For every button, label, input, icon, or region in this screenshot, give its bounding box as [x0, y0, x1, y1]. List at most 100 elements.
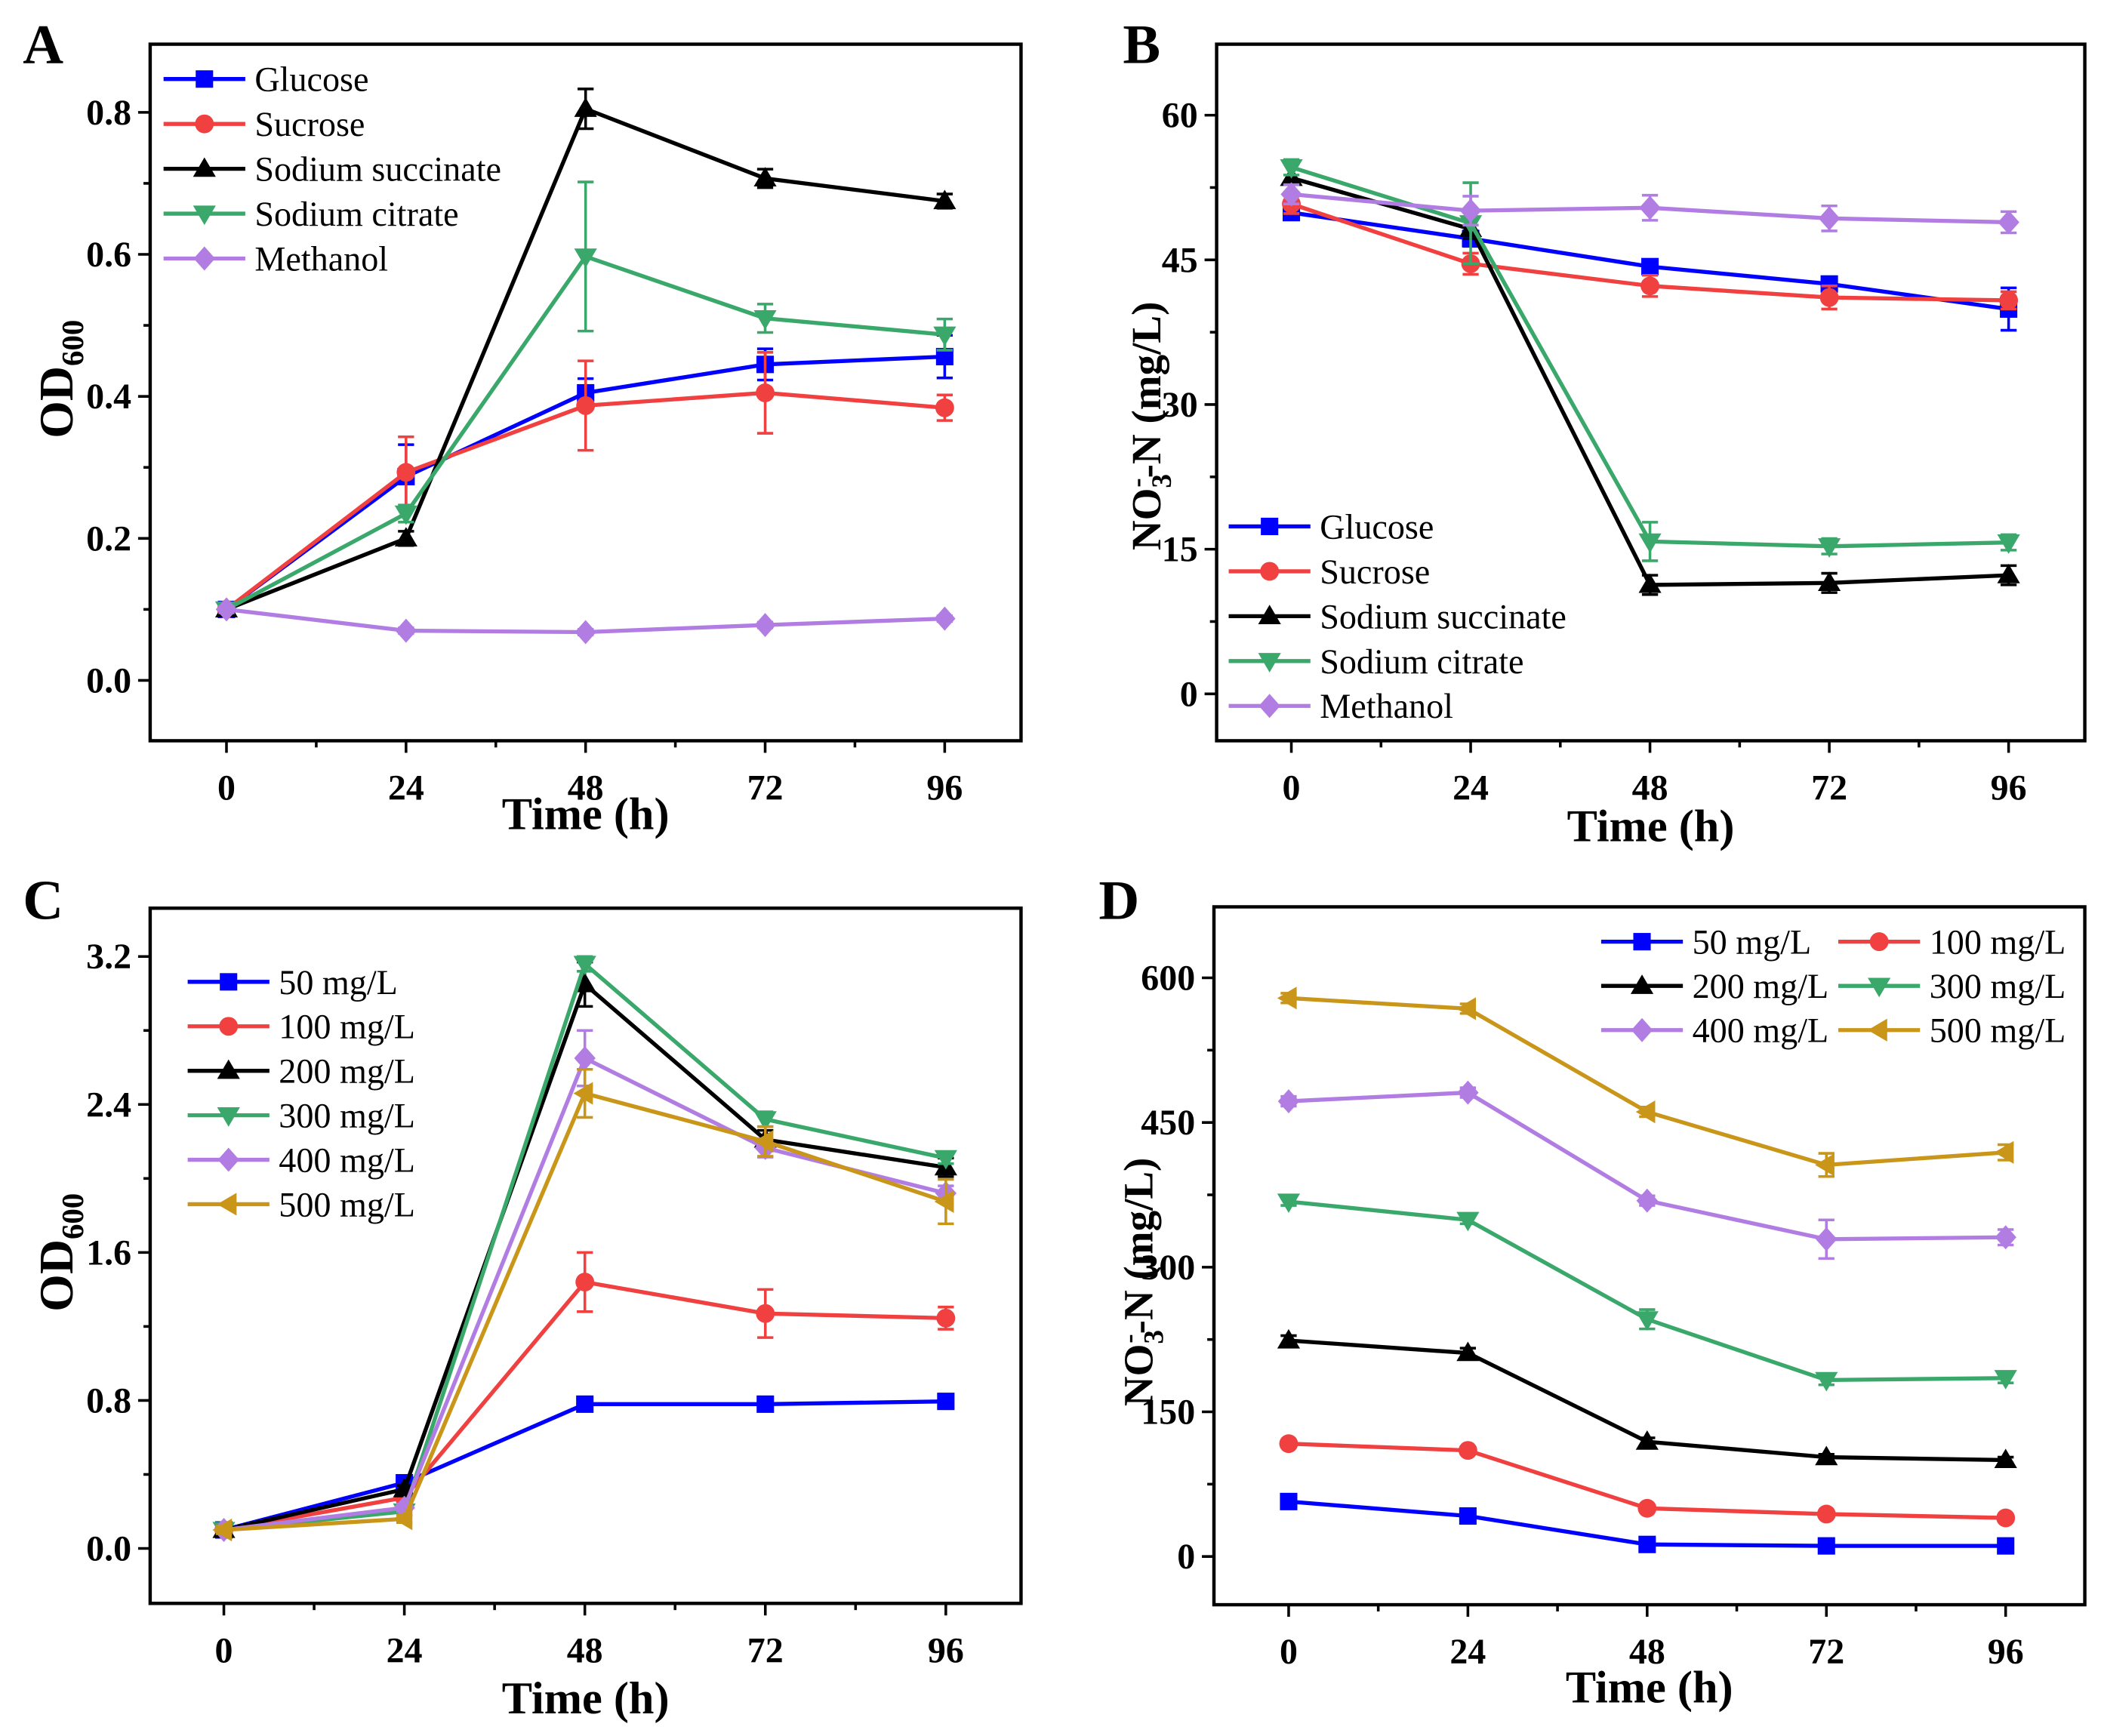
legend-entry-100-mg-l: 100 mg/L [187, 1008, 415, 1046]
legend-label: 100 mg/L [279, 1008, 415, 1046]
data-point-sucrose-24 [396, 463, 416, 482]
y-axis-title: OD600 [29, 1193, 90, 1312]
legend: 50 mg/L 100 mg/L 200 mg/L 300 mg/L 400 mg/L 5… [187, 963, 415, 1224]
legend-entry-400-mg-l: 400 mg/L [187, 1141, 415, 1180]
legend-label: 100 mg/L [1930, 923, 2066, 962]
data-point-glucose-48 [1641, 257, 1659, 275]
legend-marker-sodium-succinate [193, 157, 216, 177]
x-axis-title: Time (h) [502, 790, 670, 840]
data-point-glucose-96 [935, 347, 953, 366]
legend-entry-50-mg-l: 50 mg/L [1600, 923, 1812, 962]
legend-label: Glucose [1320, 507, 1434, 546]
y-tick-label: 0.0 [86, 1528, 131, 1568]
x-tick-label: 72 [747, 1630, 784, 1670]
legend: Glucose Sucrose Sodium succinate Sodium cit… [163, 60, 501, 278]
legend-marker-200-mg-l [1630, 974, 1654, 994]
y-tick-label: 150 [1141, 1392, 1195, 1432]
data-point-500-mg-l-96 [934, 1190, 954, 1214]
data-point-sodium-citrate-0 [1280, 159, 1303, 179]
panel-label: D [1098, 870, 1139, 931]
legend-entry-200-mg-l: 200 mg/L [1600, 967, 1829, 1005]
x-tick-label: 96 [1988, 1632, 2024, 1672]
data-point-100-mg-l-96 [936, 1308, 956, 1328]
x-tick-label: 48 [1632, 768, 1668, 808]
legend: Glucose Sucrose Sodium succinate Sodium cit… [1228, 507, 1567, 725]
legend-marker-100-mg-l [219, 1017, 239, 1036]
y-axis-title-rest: -N (mg/L) [1123, 302, 1169, 479]
x-tick-label: 0 [217, 768, 236, 808]
panel-label: C [23, 870, 63, 931]
y-axis-title-base: NO [1123, 488, 1169, 551]
data-point-500-mg-l-48 [573, 1082, 593, 1105]
legend-entry-50-mg-l: 50 mg/L [187, 963, 398, 1002]
legend-label: Sodium citrate [254, 195, 458, 233]
y-axis-title-base: NO [1115, 1344, 1161, 1407]
data-point-200-mg-l-48 [1635, 1430, 1659, 1450]
data-point-sodium-citrate-96 [933, 326, 957, 346]
data-point-300-mg-l-72 [753, 1111, 777, 1131]
x-tick-label: 72 [1811, 768, 1847, 808]
legend-marker-50-mg-l [220, 973, 238, 991]
x-tick-label: 0 [1280, 1632, 1298, 1672]
data-point-sodium-succinate-96 [1997, 564, 2020, 583]
legend-entry-methanol: Methanol [1228, 687, 1453, 725]
data-point-50-mg-l-96 [1997, 1537, 2015, 1555]
legend-marker-sucrose [1260, 562, 1280, 581]
data-point-sodium-citrate-96 [1997, 534, 2020, 554]
legend-label: 200 mg/L [279, 1052, 415, 1091]
y-tick-label: 600 [1141, 958, 1195, 998]
data-point-sodium-citrate-72 [753, 310, 777, 330]
legend-entry-sucrose: Sucrose [163, 105, 365, 143]
legend-marker-sodium-citrate [193, 205, 216, 226]
data-point-50-mg-l-48 [1638, 1535, 1656, 1553]
y-tick-label: 0.0 [86, 660, 131, 700]
legend-label: 500 mg/L [1930, 1011, 2066, 1050]
x-tick-label: 96 [1991, 768, 2027, 808]
x-tick-label: 24 [1449, 1632, 1486, 1672]
data-point-50-mg-l-0 [1280, 1492, 1298, 1510]
legend-entry-500-mg-l: 500 mg/L [187, 1185, 415, 1224]
y-tick-label: 0.4 [86, 377, 131, 417]
data-point-sodium-succinate-24 [394, 527, 417, 546]
series-100-mg-l [1279, 1434, 2016, 1528]
legend-marker-50-mg-l [1633, 933, 1651, 951]
legend-entry-100-mg-l: 100 mg/L [1838, 923, 2066, 962]
plot-frame [1215, 42, 2087, 743]
data-point-300-mg-l-24 [1456, 1211, 1480, 1232]
data-point-methanol-96 [1998, 210, 2019, 235]
legend-label: Glucose [254, 60, 368, 99]
y-tick-label: 300 [1141, 1248, 1195, 1288]
legend-marker-400-mg-l [217, 1147, 239, 1172]
data-point-methanol-48 [1639, 195, 1661, 220]
y-axis-title: NO3--N (mg/L) [1114, 1158, 1170, 1406]
data-point-500-mg-l-24 [393, 1507, 413, 1531]
panel-label: A [23, 14, 63, 75]
legend-label: 200 mg/L [1693, 967, 1829, 1005]
legend-label: Methanol [254, 239, 388, 278]
legend-label: 400 mg/L [1693, 1011, 1829, 1050]
legend-label: 400 mg/L [279, 1141, 415, 1180]
legend-label: 50 mg/L [1693, 923, 1812, 962]
legend-marker-sodium-succinate [1258, 605, 1281, 625]
data-point-500-mg-l-96 [1994, 1140, 2014, 1164]
y-tick-label: 1.6 [86, 1233, 131, 1273]
legend-marker-methanol [193, 246, 215, 271]
y-tick-label: 45 [1162, 240, 1198, 280]
y-tick-label: 0.8 [86, 1380, 131, 1421]
data-point-methanol-24 [1459, 199, 1482, 223]
series-500-mg-l [212, 1067, 954, 1542]
y-tick-label: 0 [1180, 674, 1198, 714]
data-point-500-mg-l-72 [1815, 1153, 1835, 1177]
x-tick-label: 48 [1629, 1632, 1665, 1672]
data-point-100-mg-l-0 [1279, 1434, 1298, 1454]
y-axis-title-subscript: 3 [1147, 474, 1178, 488]
legend-entry-sodium-citrate: Sodium citrate [163, 195, 459, 233]
data-point-100-mg-l-96 [1996, 1508, 2016, 1528]
data-point-sodium-citrate-48 [1638, 533, 1662, 553]
y-tick-label: 2.4 [86, 1085, 131, 1125]
y-tick-label: 0.6 [86, 235, 131, 275]
data-point-sodium-succinate-96 [933, 189, 957, 210]
data-point-sodium-citrate-72 [1818, 538, 1841, 558]
data-point-300-mg-l-48 [573, 956, 596, 976]
panel-label: B [1123, 14, 1160, 75]
